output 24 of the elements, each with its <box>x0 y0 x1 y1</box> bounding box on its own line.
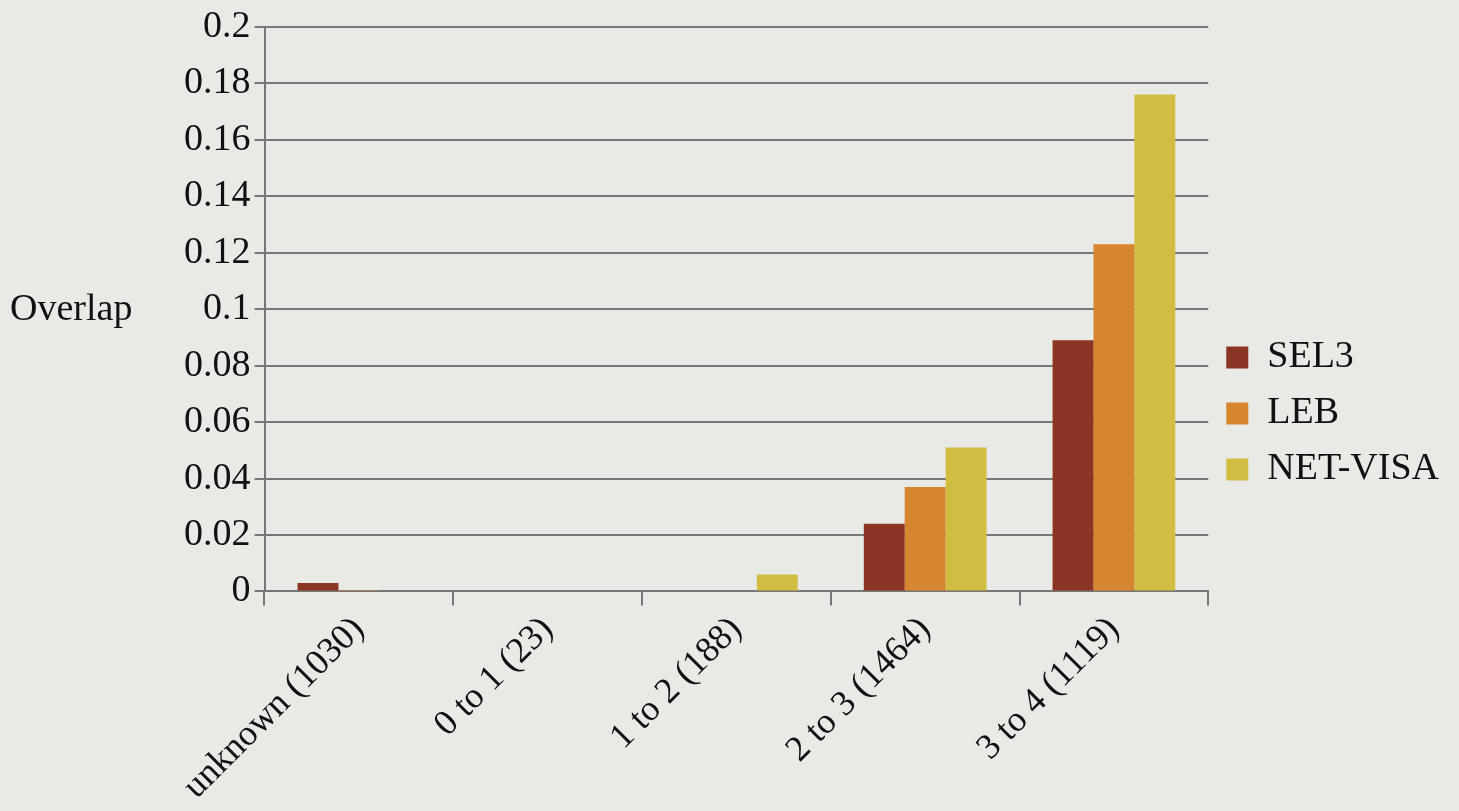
x-tick-label: 0 to 1 (23) <box>424 607 560 743</box>
y-tick-label: 0.12 <box>184 228 251 271</box>
bar <box>297 583 339 591</box>
y-tick-label: 0.2 <box>203 2 251 45</box>
y-tick-label: 0.1 <box>203 285 251 328</box>
bar <box>945 447 987 591</box>
bar <box>1093 244 1135 591</box>
legend-label: NET-VISA <box>1267 445 1440 488</box>
y-tick-label: 0.08 <box>184 341 251 384</box>
y-axis-title: Overlap <box>10 285 133 329</box>
y-tick-label: 0.02 <box>184 510 251 553</box>
y-tick-label: 0.06 <box>184 398 251 441</box>
y-tick-label: 0.14 <box>184 172 251 215</box>
y-tick-label: 0 <box>231 567 251 610</box>
y-tick-label: 0.04 <box>184 454 251 497</box>
y-tick-label: 0.18 <box>184 59 251 102</box>
bar <box>904 487 946 591</box>
legend-label: LEB <box>1267 389 1340 432</box>
bar <box>863 523 905 591</box>
legend-label: SEL3 <box>1267 333 1354 376</box>
y-tick-label: 0.16 <box>184 115 251 158</box>
bar <box>756 574 798 591</box>
bar <box>1134 94 1176 591</box>
bar <box>1052 340 1094 591</box>
